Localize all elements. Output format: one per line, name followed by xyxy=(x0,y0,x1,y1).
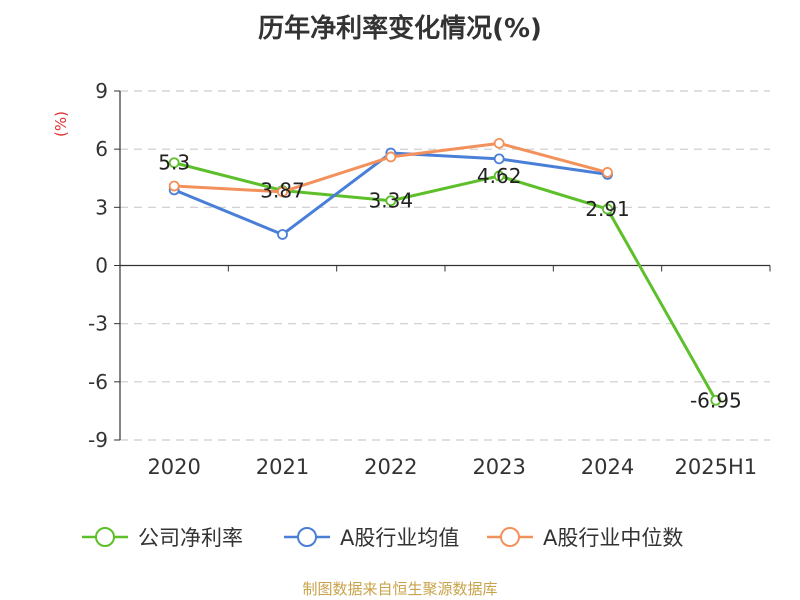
data-point xyxy=(602,203,613,215)
y-tick-label: 6 xyxy=(95,137,108,161)
data-label: 4.62 xyxy=(477,164,522,188)
series-line-0 xyxy=(173,161,718,401)
x-tick-label: 2022 xyxy=(364,455,417,479)
legend-marker xyxy=(297,527,317,547)
data-point xyxy=(168,180,180,192)
x-tick-label: 2023 xyxy=(472,455,525,479)
data-label: 3.34 xyxy=(369,189,414,213)
y-tick-label: 9 xyxy=(95,79,108,103)
x-tick-label: 2020 xyxy=(147,455,200,479)
data-label: 5.3 xyxy=(158,151,190,175)
data-point xyxy=(493,153,505,165)
data-point xyxy=(493,137,505,149)
legend-marker xyxy=(500,527,520,547)
data-point xyxy=(493,170,505,182)
axes: 9 6 3 0 -3 -6 -9 (%) 2020 2021 2022 2023 2024 2025H1 xyxy=(52,79,771,479)
x-tick-label: 2024 xyxy=(581,455,634,479)
unit-label: (%) xyxy=(52,111,70,137)
x-tick-label: 2021 xyxy=(256,455,309,479)
data-point xyxy=(277,186,288,198)
y-tick-label: -3 xyxy=(88,312,108,336)
data-labels: 5.3 3.87 3.34 4.62 2.91 -6.95 xyxy=(158,151,741,413)
legend: 公司净利率 A股行业均值 A股行业中位数 xyxy=(82,526,683,550)
data-point xyxy=(385,195,397,207)
data-label: 2.91 xyxy=(585,197,630,221)
legend-label: A股行业中位数 xyxy=(543,526,683,550)
data-point xyxy=(168,157,180,169)
data-label: 3.87 xyxy=(260,178,305,202)
data-label: -6.95 xyxy=(690,388,742,412)
legend-label: 公司净利率 xyxy=(138,526,243,550)
legend-label: A股行业均值 xyxy=(340,526,459,550)
y-tick-label: 3 xyxy=(95,195,108,219)
data-point xyxy=(385,151,397,163)
chart-title: 历年净利率变化情况(%) xyxy=(258,14,542,44)
y-tick-label: -6 xyxy=(88,370,108,394)
series-lines xyxy=(168,137,722,406)
y-tick-label: 0 xyxy=(95,254,108,278)
data-point xyxy=(277,229,288,240)
data-point xyxy=(602,167,613,178)
source-note: 制图数据来自恒生聚源数据库 xyxy=(302,580,498,598)
data-point xyxy=(710,394,722,406)
legend-marker xyxy=(95,527,115,547)
y-tick-label: -9 xyxy=(88,428,108,452)
x-tick-label: 2025H1 xyxy=(675,455,758,479)
